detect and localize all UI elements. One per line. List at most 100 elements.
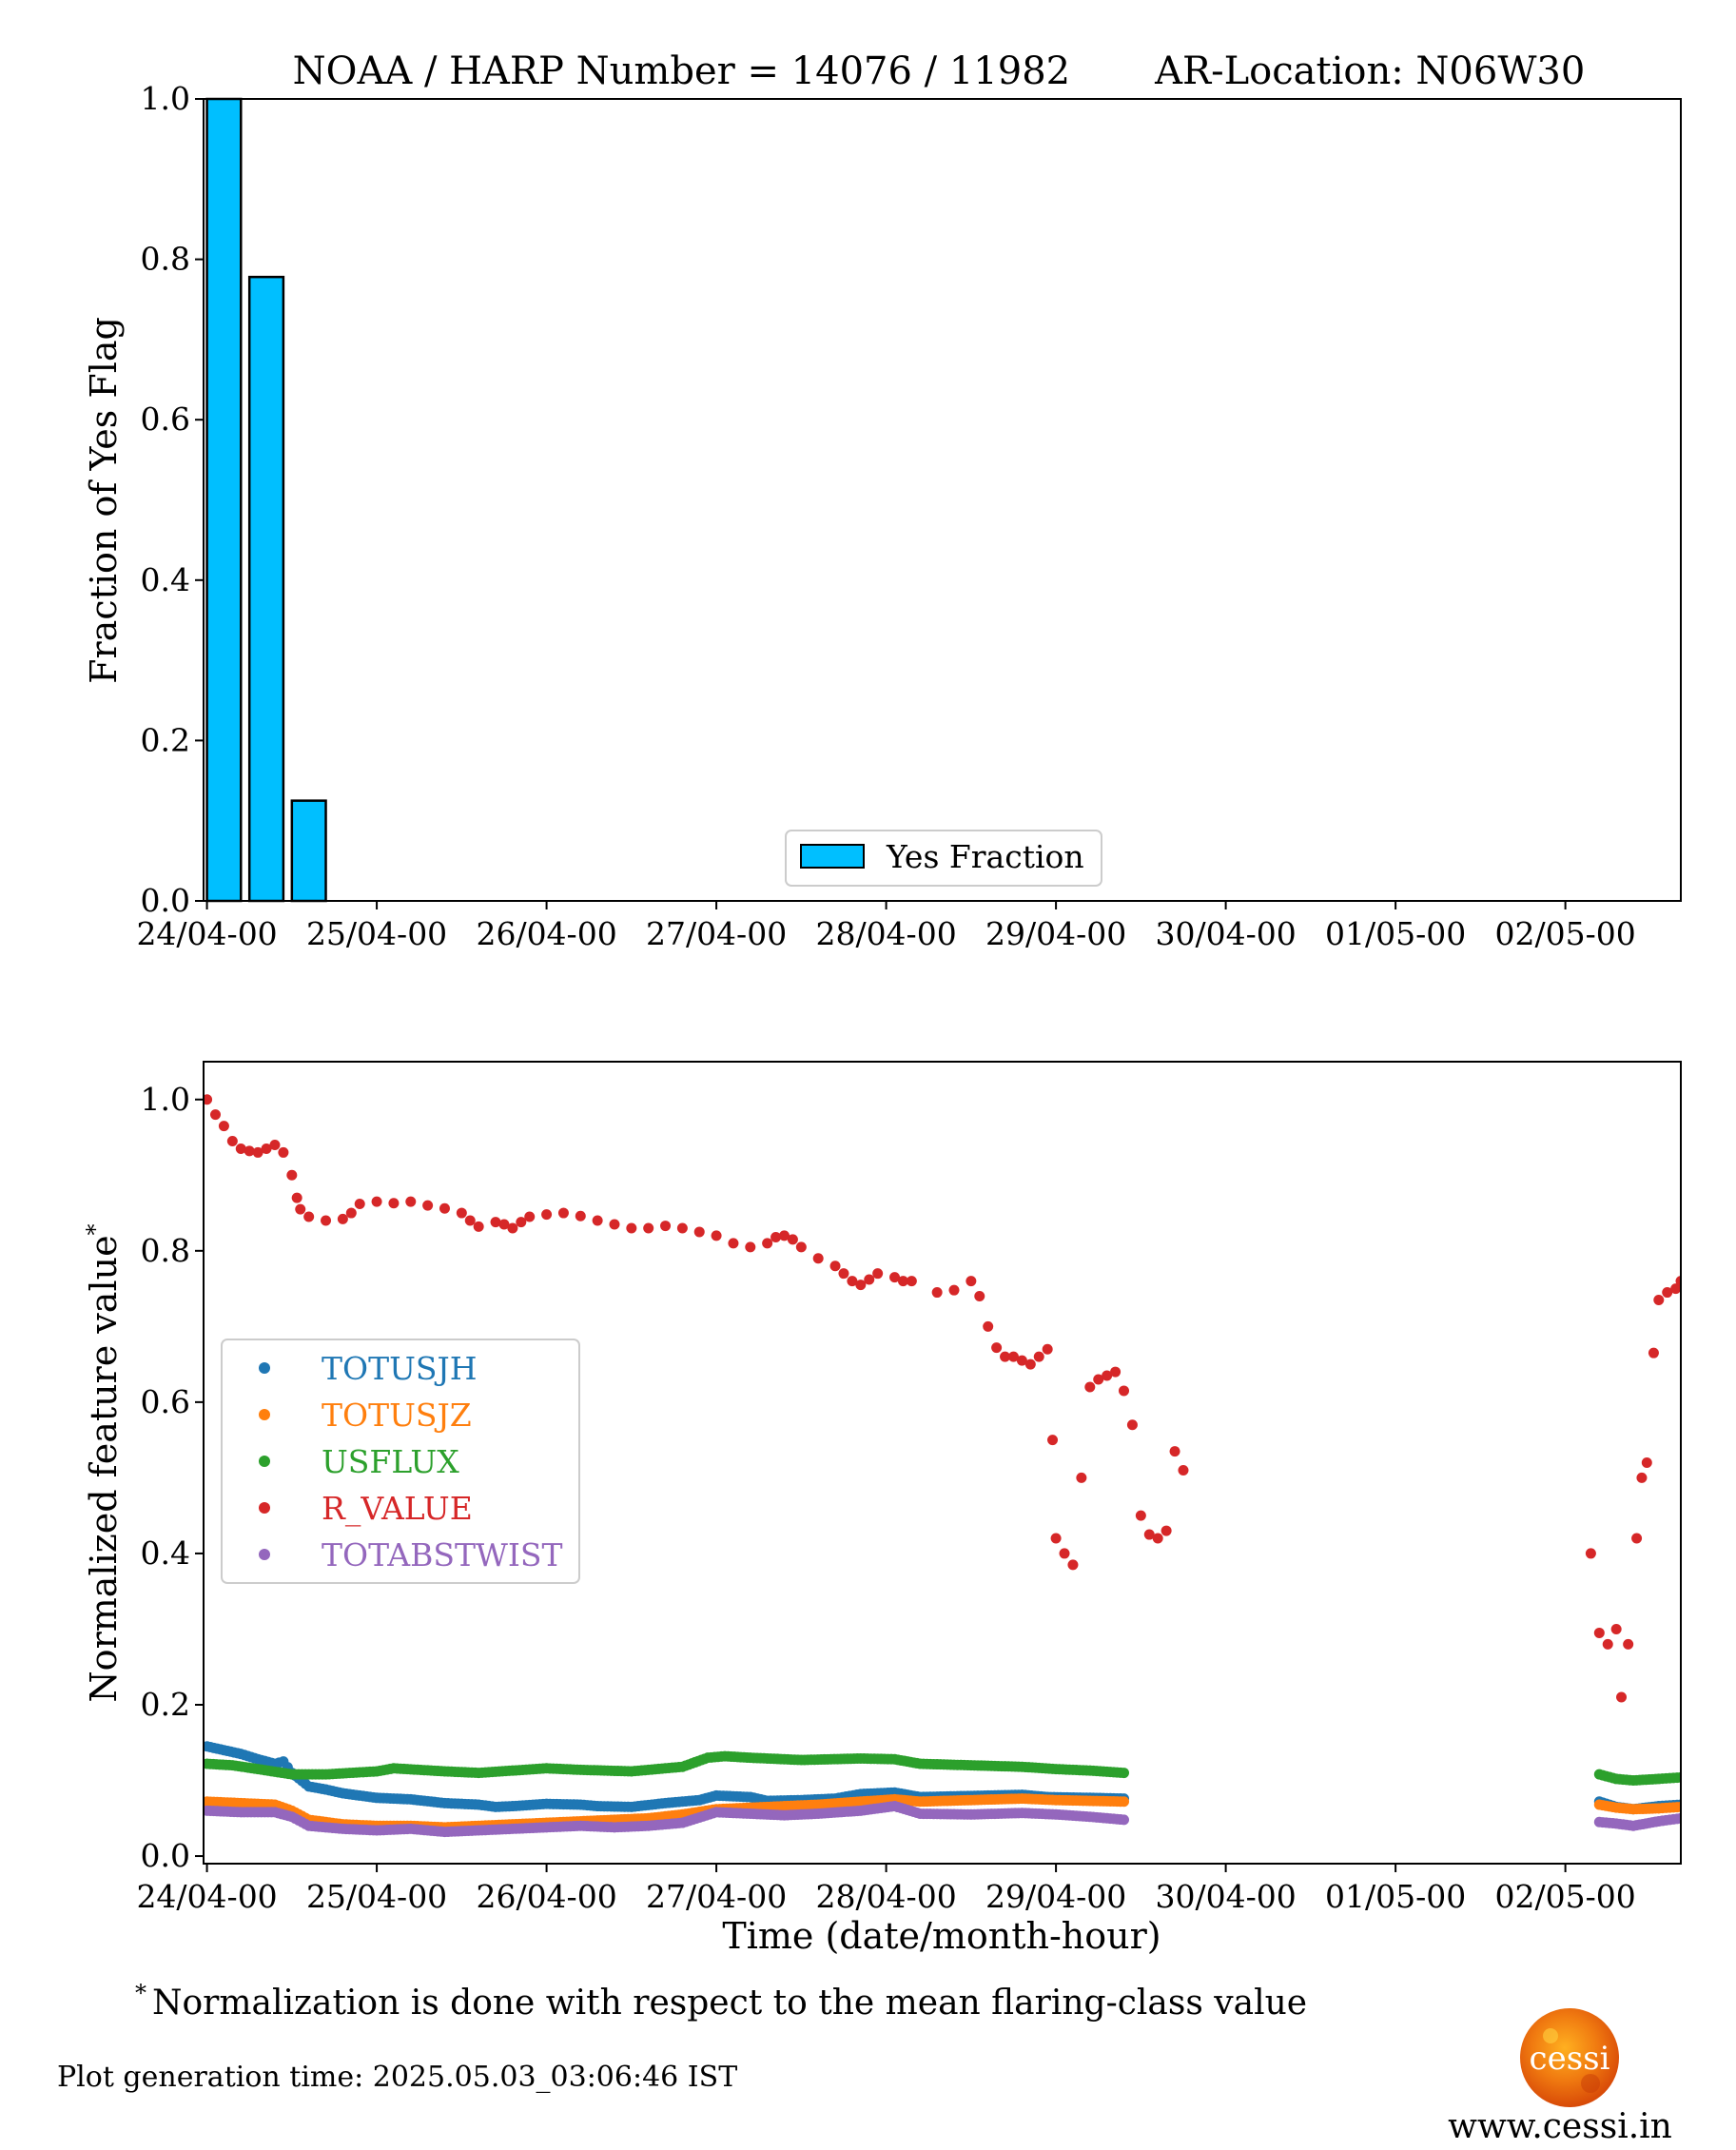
point-r_value — [787, 1234, 798, 1245]
point-r_value — [1631, 1533, 1643, 1544]
bar-0 — [205, 97, 243, 903]
feature-points — [204, 1094, 1681, 1838]
point-r_value — [303, 1211, 315, 1222]
y-tick-label: 0.8 — [141, 1232, 190, 1269]
yes-fraction-panel: 0.0 0.2 0.4 0.6 0.8 1.0 24/04-00 25/04-00 26/04… — [83, 80, 1682, 952]
y-tick-label: 1.0 — [141, 80, 190, 117]
legend-frame — [221, 1339, 580, 1584]
point-r_value — [906, 1276, 917, 1287]
point-r_value — [855, 1280, 867, 1291]
point-r_value — [1616, 1691, 1628, 1703]
point-r_value — [456, 1207, 467, 1219]
point-r_value — [1593, 1627, 1605, 1638]
point-r_value — [1119, 1385, 1130, 1397]
bottom-y-ticks: 0.0 0.2 0.4 0.6 0.8 1.0 — [141, 1081, 204, 1874]
footnote-text: Normalization is done with respect to th… — [152, 1984, 1307, 2023]
point-r_value — [983, 1320, 994, 1332]
x-tick-label: 30/04-00 — [1155, 1878, 1296, 1915]
point-totabstwist — [1119, 1814, 1130, 1826]
point-r_value — [1084, 1381, 1096, 1393]
legend-label-totabstwist: TOTABSTWIST — [322, 1536, 563, 1573]
point-r_value — [676, 1222, 688, 1234]
legend-label-totusjz: TOTUSJZ — [322, 1397, 472, 1434]
point-r_value — [371, 1196, 382, 1207]
x-tick-label: 27/04-00 — [646, 915, 787, 952]
bottom-plot-frame — [203, 1061, 1682, 1865]
x-tick-label: 01/05-00 — [1325, 915, 1466, 952]
point-r_value — [354, 1199, 365, 1210]
point-r_value — [643, 1222, 654, 1234]
top-x-ticks: 24/04-00 25/04-00 26/04-00 27/04-00 28/04-00… — [136, 901, 1636, 952]
legend-label-usflux: USFLUX — [322, 1443, 459, 1480]
point-r_value — [847, 1276, 858, 1287]
point-r_value — [660, 1221, 672, 1232]
point-r_value — [931, 1287, 943, 1299]
point-r_value — [1076, 1472, 1087, 1483]
point-r_value — [1110, 1366, 1122, 1378]
point-r_value — [711, 1230, 722, 1241]
point-r_value — [872, 1268, 884, 1280]
y-tick-label: 0.6 — [141, 1383, 190, 1420]
point-r_value — [261, 1143, 272, 1154]
point-r_value — [507, 1222, 518, 1234]
point-r_value — [1178, 1464, 1189, 1476]
point-r_value — [1143, 1529, 1155, 1540]
point-totusjz — [1119, 1796, 1130, 1808]
point-r_value — [524, 1211, 536, 1222]
y-tick-label: 0.0 — [141, 1837, 190, 1874]
point-r_value — [1670, 1283, 1681, 1295]
point-r_value — [829, 1261, 841, 1272]
point-r_value — [498, 1219, 510, 1230]
point-r_value — [541, 1209, 553, 1221]
generation-time: Plot generation time: 2025.05.03_03:06:4… — [57, 2061, 737, 2094]
point-r_value — [778, 1230, 790, 1241]
point-r_value — [422, 1200, 434, 1211]
point-usflux — [1119, 1768, 1130, 1779]
point-r_value — [626, 1222, 637, 1234]
point-r_value — [1152, 1533, 1163, 1544]
x-tick-label: 28/04-00 — [815, 1878, 956, 1915]
bar-2 — [290, 799, 327, 903]
point-r_value — [762, 1238, 773, 1249]
x-tick-label: 29/04-00 — [985, 915, 1126, 952]
point-r_value — [252, 1146, 263, 1158]
legend-marker-usflux — [259, 1456, 270, 1467]
point-r_value — [235, 1143, 246, 1154]
bottom-x-axis-label: Time (date/month-hour) — [722, 1915, 1161, 1957]
point-r_value — [838, 1268, 849, 1280]
point-r_value — [1623, 1638, 1634, 1650]
point-r_value — [1610, 1623, 1622, 1634]
cessi-logo: cessi — [1520, 2008, 1619, 2107]
point-r_value — [1169, 1446, 1180, 1457]
point-r_value — [1135, 1510, 1146, 1521]
x-tick-label: 01/05-00 — [1325, 1878, 1466, 1915]
point-r_value — [1033, 1351, 1044, 1362]
point-r_value — [278, 1146, 289, 1158]
point-r_value — [405, 1196, 417, 1207]
legend-label-yes-fraction: Yes Fraction — [886, 838, 1084, 875]
point-r_value — [286, 1169, 298, 1181]
point-r_value — [693, 1226, 705, 1238]
x-tick-label: 02/05-00 — [1494, 1878, 1635, 1915]
point-r_value — [1648, 1347, 1659, 1358]
bottom-y-axis-label: Normalized feature value* — [82, 1223, 125, 1702]
series-totabstwist — [204, 1801, 1681, 1838]
point-r_value — [1161, 1525, 1172, 1536]
x-tick-label: 26/04-00 — [476, 1878, 616, 1915]
x-tick-label: 27/04-00 — [646, 1878, 787, 1915]
point-r_value — [974, 1291, 985, 1302]
bottom-legend: TOTUSJH TOTUSJZ USFLUX R_VALUE TOTABSTWIST — [221, 1339, 580, 1584]
x-tick-label: 24/04-00 — [136, 1878, 277, 1915]
footnote-marker: * — [135, 1980, 146, 2006]
point-r_value — [490, 1217, 501, 1228]
point-r_value — [609, 1219, 620, 1230]
point-r_value — [1024, 1358, 1036, 1370]
point-r_value — [388, 1198, 400, 1209]
point-r_value — [948, 1284, 960, 1296]
website-link[interactable]: www.cessi.in — [1448, 2107, 1672, 2146]
x-tick-label: 25/04-00 — [306, 915, 447, 952]
legend-label-totusjh: TOTUSJH — [322, 1350, 478, 1387]
top-y-ticks: 0.0 0.2 0.4 0.6 0.8 1.0 — [141, 80, 204, 919]
y-tick-label: 0.8 — [141, 241, 190, 278]
point-r_value — [291, 1192, 302, 1203]
